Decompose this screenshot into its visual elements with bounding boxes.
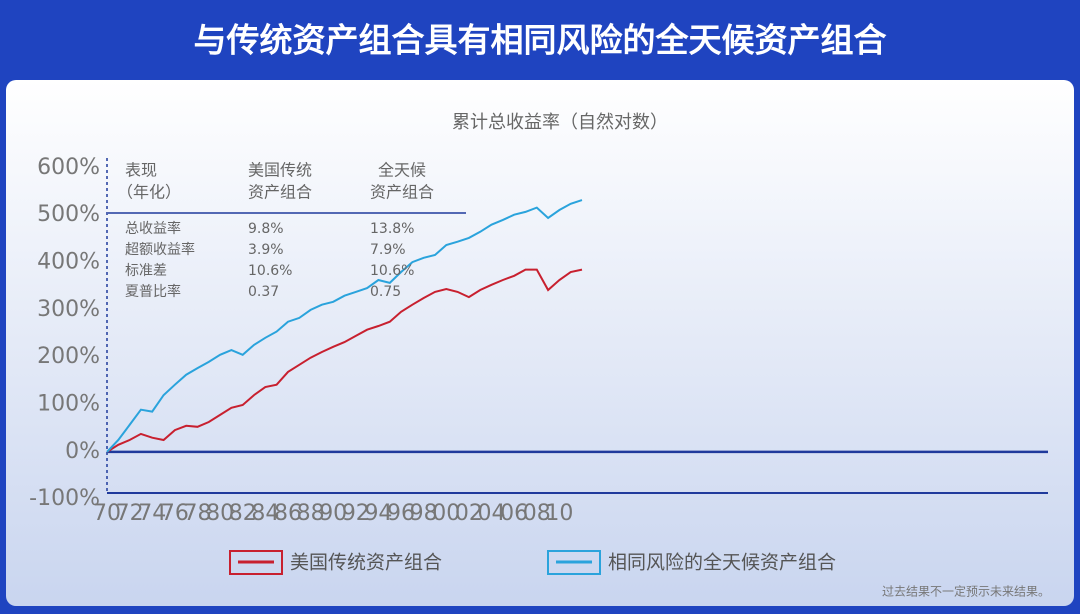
table-header: 美国传统 (248, 161, 312, 180)
page-title: 与传统资产组合具有相同风险的全天候资产组合 (194, 21, 887, 60)
x-tick-label: 04 (478, 501, 506, 526)
x-tick-label: 02 (455, 501, 483, 526)
x-tick-label: 92 (342, 501, 370, 526)
y-tick-label: 0% (65, 439, 100, 464)
table-cell: 0.37 (248, 284, 279, 300)
x-tick-label: 88 (297, 501, 325, 526)
x-tick-label: 84 (251, 501, 279, 526)
y-tick-label: 100% (37, 392, 100, 417)
x-tick-label: 86 (274, 501, 302, 526)
table-header: 表现 (125, 161, 157, 180)
table-header: 全天候 (378, 161, 426, 180)
y-tick-label: -100% (29, 486, 100, 511)
y-tick-label: 300% (37, 297, 100, 322)
table-cell: 总收益率 (125, 220, 181, 237)
legend-label: 相同风险的全天候资产组合 (608, 552, 836, 574)
table-cell: 10.6% (370, 263, 414, 279)
x-tick-label: 10 (545, 501, 573, 526)
table-cell: 超额收益率 (125, 241, 195, 258)
x-tick-label: 96 (387, 501, 415, 526)
table-header: 资产组合 (370, 183, 434, 202)
x-tick-label: 08 (523, 501, 551, 526)
table-header: 资产组合 (248, 183, 312, 202)
table-cell: 0.75 (370, 284, 401, 300)
x-tick-label: 00 (432, 501, 460, 526)
chart-title: 累计总收益率（自然对数） (452, 112, 668, 133)
table-cell: 夏普比率 (125, 283, 181, 300)
x-tick-label: 70 (93, 501, 121, 526)
y-tick-label: 500% (37, 202, 100, 227)
footnote: 过去结果不一定预示未来结果。 (882, 584, 1050, 599)
x-tick-label: 94 (364, 501, 392, 526)
legend-swatch (547, 550, 601, 575)
x-tick-label: 06 (500, 501, 528, 526)
legend-swatch (229, 550, 283, 575)
table-cell: 13.8% (370, 221, 414, 237)
x-tick-label: 82 (229, 501, 257, 526)
table-header: （年化） (117, 183, 181, 202)
x-tick-label: 90 (319, 501, 347, 526)
y-tick-label: 600% (37, 155, 100, 180)
series-line (106, 268, 583, 453)
x-tick-label: 98 (410, 501, 438, 526)
table-cell: 3.9% (248, 242, 284, 258)
table-cell: 9.8% (248, 221, 284, 237)
table-cell: 7.9% (370, 242, 406, 258)
x-tick-label: 72 (116, 501, 144, 526)
x-tick-label: 80 (206, 501, 234, 526)
table-cell: 10.6% (248, 263, 292, 279)
x-tick-label: 76 (161, 501, 189, 526)
panel (6, 80, 1074, 606)
x-tick-label: 78 (183, 501, 211, 526)
table-cell: 标准差 (125, 263, 167, 279)
legend-label: 美国传统资产组合 (290, 552, 442, 574)
series-line (106, 199, 583, 453)
x-tick-label: 74 (138, 501, 166, 526)
y-tick-label: 400% (37, 250, 100, 275)
y-tick-label: 200% (37, 344, 100, 369)
